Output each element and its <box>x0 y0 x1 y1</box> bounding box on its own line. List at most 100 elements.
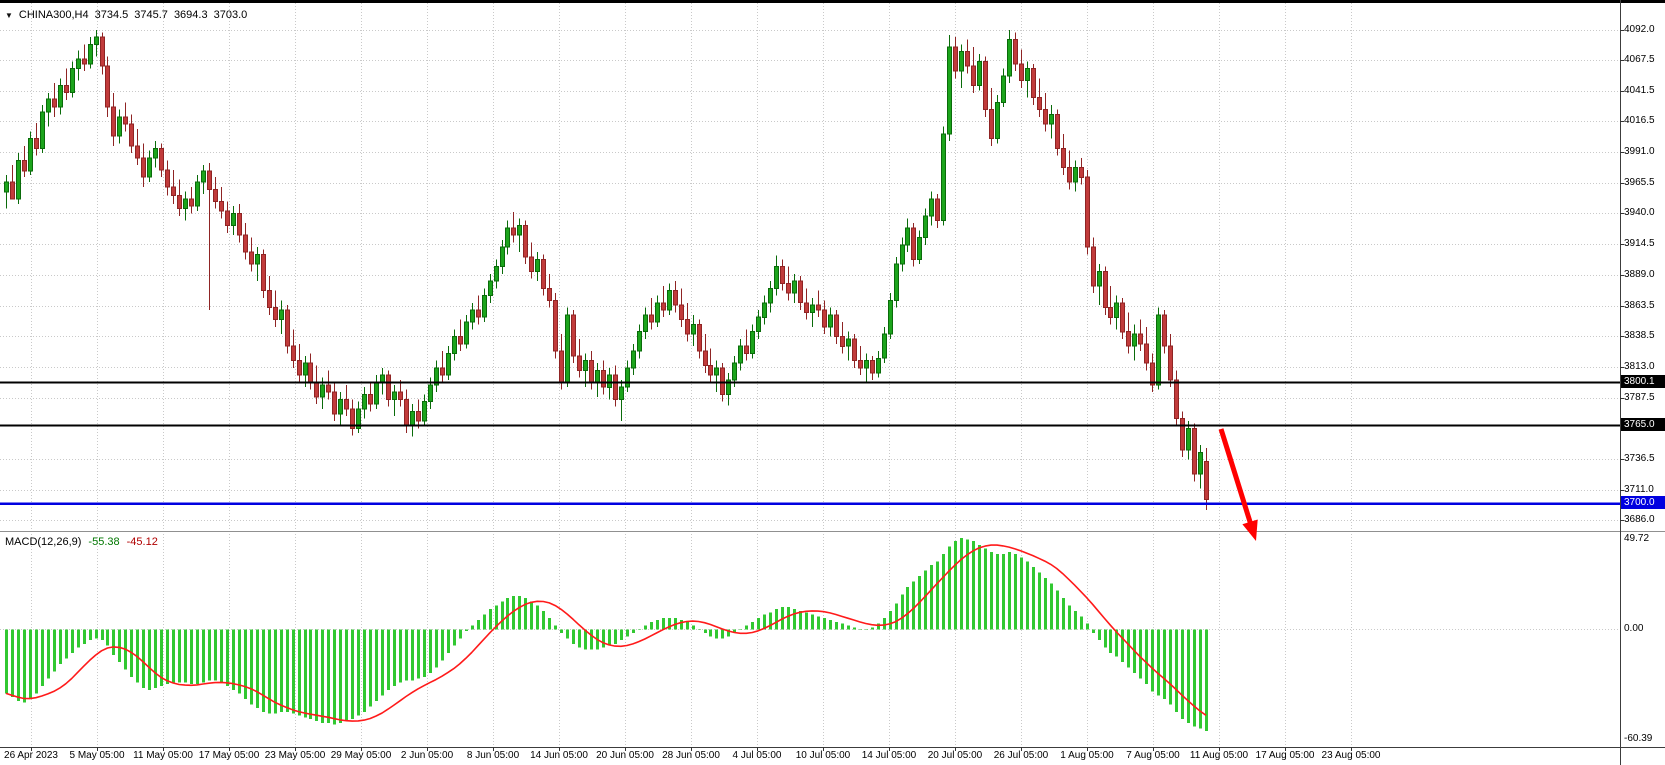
candle-body <box>183 198 188 210</box>
candle-body <box>141 157 146 178</box>
candle-body <box>923 215 928 239</box>
candle-body <box>882 333 887 359</box>
candle-body <box>70 68 75 94</box>
candle-body <box>595 369 600 383</box>
candle-body <box>476 309 481 318</box>
time-axis-tick: 20 Jun 05:00 <box>596 750 654 761</box>
candle-body <box>392 391 397 400</box>
candle-body <box>726 379 731 395</box>
time-axis-tick: 11 May 05:00 <box>133 750 193 761</box>
candle-body <box>410 410 415 427</box>
candle-body <box>917 237 922 260</box>
candle-body <box>105 65 110 108</box>
price-axis-tick: 4092.0 <box>1624 24 1655 35</box>
candle-body <box>16 159 21 200</box>
candle-body <box>482 295 487 318</box>
candle-body <box>840 336 845 347</box>
candle-body <box>76 58 81 70</box>
candle-body <box>338 398 343 415</box>
window-top-border <box>0 0 1665 3</box>
candle-body <box>129 123 134 147</box>
candle-body <box>1085 176 1090 248</box>
candle-body <box>422 401 427 422</box>
price-level-tag: 3700.0 <box>1621 496 1665 509</box>
candle-body <box>905 227 910 246</box>
candle-body <box>619 386 624 400</box>
candle-body <box>762 302 767 318</box>
candle-body <box>661 302 666 311</box>
candle-body <box>637 331 642 352</box>
price-axis-tick: 3711.0 <box>1624 484 1654 495</box>
macd-signal-value: -45.12 <box>126 536 158 548</box>
candle-body <box>1031 68 1036 99</box>
candle-body <box>267 290 272 309</box>
candle-body <box>1114 302 1119 318</box>
candle-body <box>577 355 582 371</box>
candle-body <box>929 198 934 217</box>
time-axis-tick: 2 Jun 05:00 <box>400 750 454 761</box>
price-axis-tick: 4067.5 <box>1624 54 1655 65</box>
candle-body <box>971 65 976 86</box>
time-axis-tick: 20 Jul 05:00 <box>927 750 983 761</box>
candle-body <box>750 331 755 354</box>
candle-body <box>177 194 182 210</box>
time-axis-tick: 29 May 05:00 <box>330 750 392 761</box>
candle-body <box>1007 39 1012 77</box>
candle-body <box>237 212 242 236</box>
candle-body <box>249 251 254 265</box>
candle-body <box>607 374 612 388</box>
candle-body <box>428 384 433 403</box>
candle-body <box>1162 314 1167 347</box>
candle-body <box>362 394 367 410</box>
price-axis-tick: 3965.5 <box>1624 177 1655 188</box>
candle-body <box>22 159 27 172</box>
candle-body <box>977 60 982 87</box>
candle-body <box>511 227 516 236</box>
candle-body <box>165 169 170 188</box>
candle-body <box>888 299 893 335</box>
candle-body <box>846 338 851 347</box>
candle-body <box>643 314 648 333</box>
time-axis-tick: 23 May 05:00 <box>264 750 326 761</box>
candle-body <box>870 360 875 374</box>
candle-body <box>553 299 558 352</box>
candle-body <box>1120 302 1125 333</box>
candle-body <box>344 398 349 410</box>
candle-body <box>1103 270 1108 309</box>
candle-body <box>225 210 230 226</box>
candle-body <box>314 381 319 398</box>
trend-arrow-annotation[interactable] <box>1218 428 1255 529</box>
candle-body <box>159 147 164 171</box>
candle-body <box>273 307 278 321</box>
ohlc-low: 3694.3 <box>173 9 208 21</box>
candle-body <box>386 374 391 400</box>
candle-body <box>1198 451 1203 475</box>
candle-body <box>816 304 821 311</box>
candle-body <box>1126 331 1131 347</box>
symbol-ohlc-readout: ▼ CHINA300,H4 3734.5 3745.7 3694.3 3703.… <box>5 9 247 21</box>
time-axis-tick: 17 May 05:00 <box>198 750 260 761</box>
macd-signal-line <box>5 544 1207 722</box>
candle-body <box>738 345 743 364</box>
candle-body <box>900 244 905 265</box>
candle-body <box>911 227 916 260</box>
symbol-dropdown-icon[interactable]: ▼ <box>5 10 13 20</box>
price-axis-tick: 4016.5 <box>1624 115 1655 126</box>
candle-body <box>1186 427 1191 451</box>
candle-body <box>768 287 773 304</box>
candle-body <box>935 198 940 222</box>
trend-arrow-head[interactable] <box>1242 519 1258 542</box>
time-axis-tick: 28 Jun 05:00 <box>662 750 720 761</box>
candle-body <box>464 321 469 345</box>
candle-body <box>1037 97 1042 111</box>
candle-body <box>470 309 475 323</box>
time-axis-tick: 23 Aug 05:00 <box>1321 750 1381 761</box>
candle-body <box>1049 114 1054 125</box>
candle-body <box>649 314 654 323</box>
candle-body <box>894 263 899 301</box>
candle-body <box>380 374 385 383</box>
candle-body <box>332 391 337 415</box>
candle-body <box>792 280 797 294</box>
